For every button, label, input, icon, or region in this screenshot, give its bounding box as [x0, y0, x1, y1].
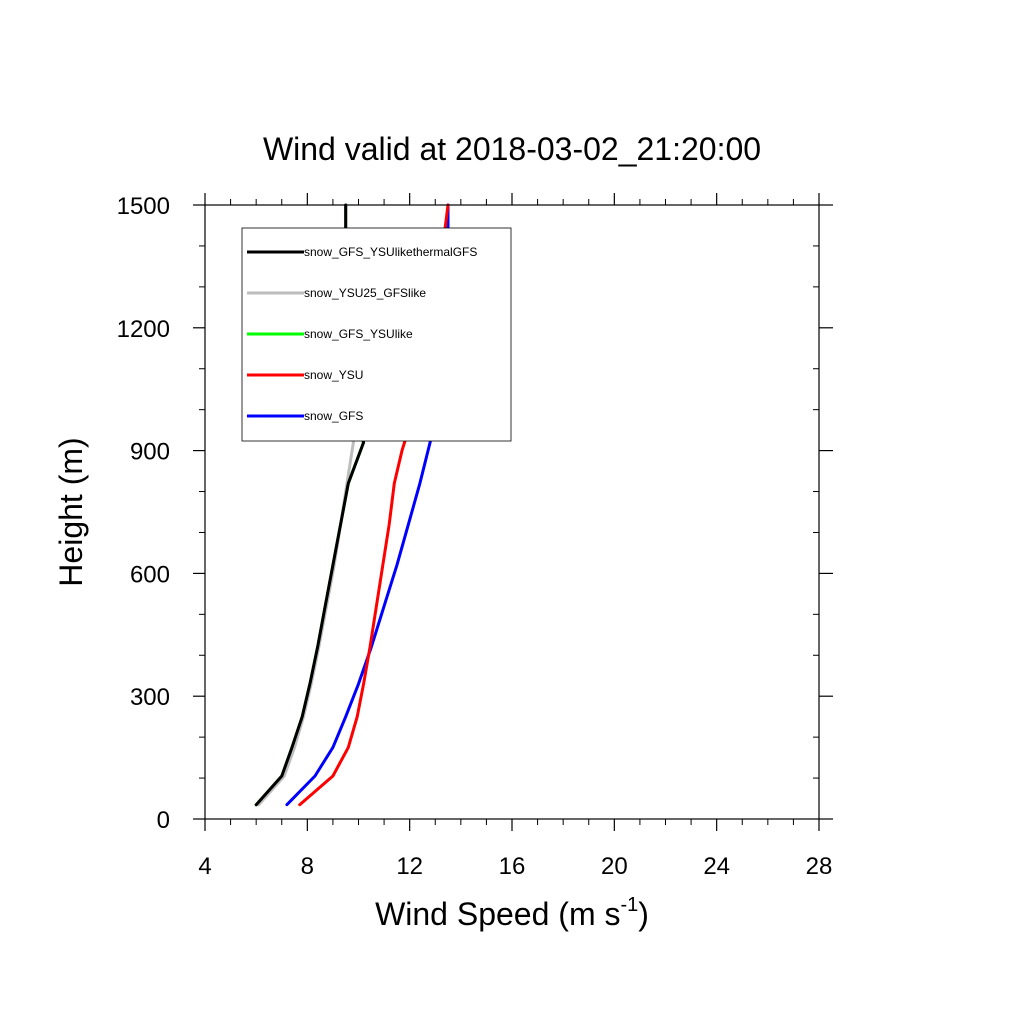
y-tick-labels: 0 300 600 900 1200 1500: [117, 193, 170, 834]
x-axis-title-main: Wind Speed (m s: [375, 896, 620, 932]
x-tick-label: 4: [198, 853, 211, 880]
y-tick-label: 1200: [117, 316, 170, 343]
x-axis-title: Wind Speed (m s-1): [375, 894, 649, 932]
x-tick-label: 20: [601, 853, 628, 880]
x-tick-label: 8: [301, 853, 314, 880]
x-tick-label: 16: [499, 853, 526, 880]
legend-entries: snow_GFS_YSUlikethermalGFS snow_YSU25_GFS…: [247, 245, 477, 423]
legend-label: snow_GFS_YSUlike: [304, 327, 413, 341]
y-tick-label: 0: [157, 807, 170, 834]
legend-label: snow_GFS_YSUlikethermalGFS: [304, 245, 477, 259]
x-tick-labels: 4 8 12 16 20 24 28: [198, 853, 832, 880]
x-axis-title-superscript: -1: [620, 894, 638, 916]
legend-label: snow_GFS: [304, 409, 363, 423]
chart-title: Wind valid at 2018-03-02_21:20:00: [263, 131, 761, 167]
x-tick-label: 24: [703, 853, 730, 880]
legend: snow_GFS_YSUlikethermalGFS snow_YSU25_GFS…: [241, 227, 512, 442]
y-tick-label: 300: [130, 684, 170, 711]
legend-label: snow_YSU: [304, 368, 363, 382]
minor-ticks: [199, 199, 819, 825]
major-ticks: [193, 193, 833, 831]
y-axis-title: Height (m): [53, 437, 89, 586]
x-tick-label: 12: [396, 853, 423, 880]
x-tick-label: 28: [806, 853, 833, 880]
x-axis-title-close: ): [638, 896, 649, 932]
y-tick-label: 1500: [117, 193, 170, 220]
legend-label: snow_YSU25_GFSlike: [304, 286, 426, 300]
y-tick-label: 600: [130, 561, 170, 588]
y-tick-label: 900: [130, 439, 170, 466]
